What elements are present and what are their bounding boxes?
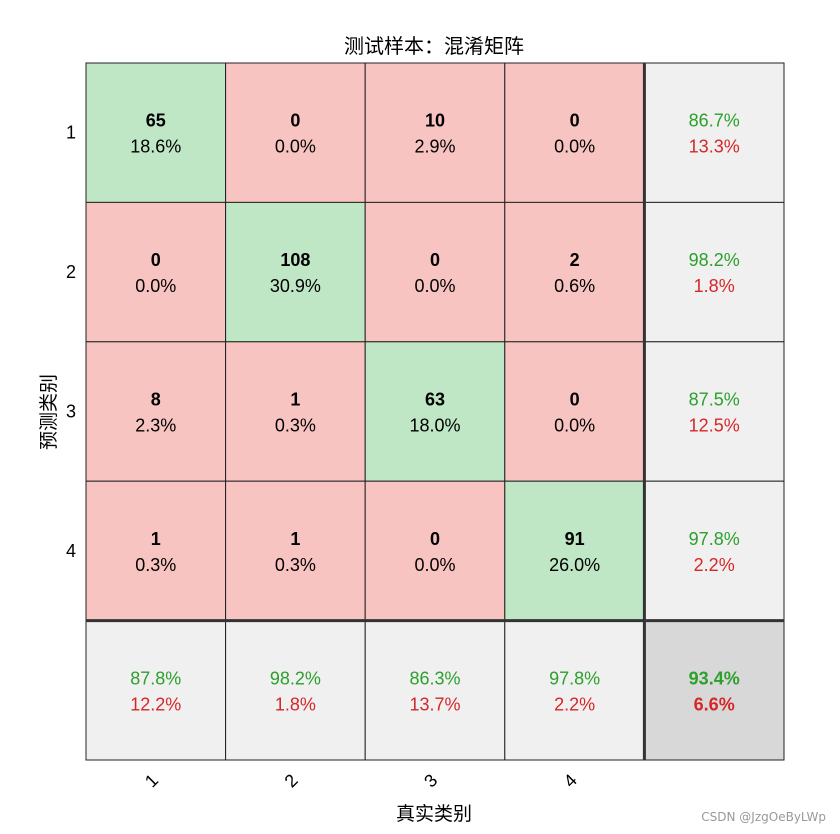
cell-count: 0 — [290, 111, 300, 131]
column-summary-correct: 97.8% — [549, 668, 600, 688]
row-summary-cell — [643, 62, 785, 203]
row-tick-label: 4 — [66, 541, 76, 561]
row-summary-wrong: 13.3% — [689, 137, 740, 157]
cell-percent: 30.9% — [270, 276, 321, 296]
cell-percent: 0.6% — [554, 276, 595, 296]
x-axis-label: 真实类别 — [396, 803, 472, 825]
cell-percent: 18.6% — [130, 137, 181, 157]
cell-count: 1 — [290, 529, 300, 549]
y-axis-label: 预测类别 — [38, 374, 60, 450]
column-summary-cell — [364, 620, 506, 761]
cell-count: 0 — [430, 250, 440, 270]
column-tick-label: 1 — [141, 770, 162, 791]
overall-wrong: 6.6% — [694, 694, 735, 714]
cell-percent: 18.0% — [409, 416, 460, 436]
off-diagonal-cell — [504, 62, 645, 203]
cell-percent: 0.0% — [554, 416, 595, 436]
diagonal-cell — [85, 62, 227, 203]
off-diagonal-cell — [504, 341, 645, 482]
off-diagonal-cell — [504, 201, 645, 343]
cell-count: 0 — [570, 111, 580, 131]
row-summary-cell — [643, 480, 785, 622]
column-tick-label: 2 — [281, 770, 302, 791]
cell-percent: 0.0% — [135, 276, 176, 296]
overall-correct: 93.4% — [689, 668, 740, 688]
cell-percent: 0.0% — [275, 137, 316, 157]
cell-count: 1 — [151, 529, 161, 549]
watermark: CSDN @JzgOeByLWp — [701, 810, 826, 824]
cell-count: 108 — [280, 250, 310, 270]
row-tick-label: 2 — [66, 262, 76, 282]
cell-count: 63 — [425, 390, 445, 410]
diagonal-cell — [364, 341, 506, 482]
cell-count: 8 — [151, 390, 161, 410]
off-diagonal-cell — [85, 201, 227, 343]
diagonal-cell — [225, 201, 366, 343]
cell-count: 65 — [146, 111, 166, 131]
row-tick-label: 3 — [66, 402, 76, 422]
off-diagonal-cell — [364, 480, 506, 622]
off-diagonal-cell — [225, 480, 366, 622]
row-summary-correct: 97.8% — [689, 529, 740, 549]
row-summary-correct: 98.2% — [689, 250, 740, 270]
column-summary-cell — [225, 620, 366, 761]
cell-count: 0 — [151, 250, 161, 270]
cell-percent: 2.3% — [135, 416, 176, 436]
column-summary-correct: 87.8% — [130, 668, 181, 688]
chart-title: 测试样本：混淆矩阵 — [344, 34, 524, 58]
column-summary-cell — [85, 620, 227, 761]
off-diagonal-cell — [85, 480, 227, 622]
cell-count: 1 — [290, 390, 300, 410]
row-tick-label: 1 — [66, 123, 76, 143]
cell-percent: 2.9% — [414, 137, 455, 157]
cell-percent: 0.3% — [275, 555, 316, 575]
column-tick-label: 3 — [420, 770, 441, 791]
column-tick-label: 4 — [560, 770, 581, 791]
cell-count: 10 — [425, 111, 445, 131]
row-summary-correct: 87.5% — [689, 390, 740, 410]
column-summary-correct: 98.2% — [270, 668, 321, 688]
cell-count: 0 — [430, 529, 440, 549]
column-summary-wrong: 2.2% — [554, 694, 595, 714]
off-diagonal-cell — [364, 201, 506, 343]
cell-count: 0 — [570, 390, 580, 410]
column-summary-cell — [504, 620, 645, 761]
cell-percent: 0.3% — [135, 555, 176, 575]
cell-count: 2 — [570, 250, 580, 270]
cell-percent: 0.0% — [414, 276, 455, 296]
column-summary-wrong: 13.7% — [409, 694, 460, 714]
off-diagonal-cell — [225, 62, 366, 203]
cell-percent: 26.0% — [549, 555, 600, 575]
diagonal-cell — [504, 480, 645, 622]
off-diagonal-cell — [85, 341, 227, 482]
column-summary-wrong: 1.8% — [275, 694, 316, 714]
row-summary-wrong: 12.5% — [689, 416, 740, 436]
cell-percent: 0.0% — [554, 137, 595, 157]
overall-accuracy-cell — [643, 620, 785, 761]
row-summary-cell — [643, 341, 785, 482]
matrix-cells — [85, 62, 785, 761]
cell-count: 91 — [565, 529, 585, 549]
cell-percent: 0.0% — [414, 555, 455, 575]
column-summary-wrong: 12.2% — [130, 694, 181, 714]
row-summary-wrong: 2.2% — [694, 555, 735, 575]
row-summary-wrong: 1.8% — [694, 276, 735, 296]
cell-percent: 0.3% — [275, 416, 316, 436]
row-summary-cell — [643, 201, 785, 343]
column-summary-correct: 86.3% — [409, 668, 460, 688]
off-diagonal-cell — [225, 341, 366, 482]
off-diagonal-cell — [364, 62, 506, 203]
row-summary-correct: 86.7% — [689, 111, 740, 131]
